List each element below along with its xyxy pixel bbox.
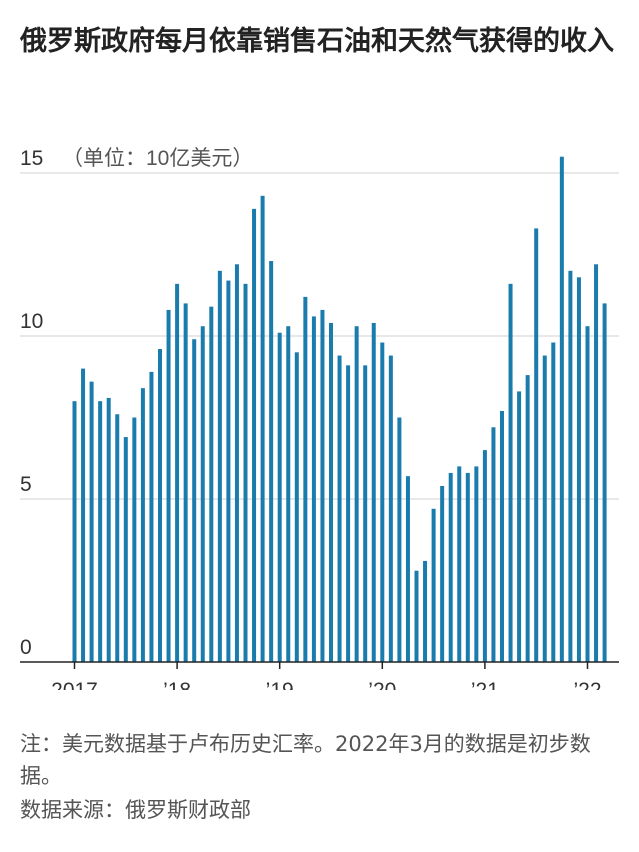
x-tick-label: ’22: [573, 679, 601, 690]
bar: [252, 208, 257, 663]
bar: [551, 342, 556, 662]
bar: [346, 365, 351, 662]
bar: [405, 476, 410, 662]
bar: [559, 156, 564, 662]
bar: [311, 316, 316, 662]
bar: [568, 270, 573, 662]
bar: [149, 371, 154, 662]
y-tick-label: 10: [20, 310, 43, 333]
bar: [585, 326, 590, 662]
bar: [542, 355, 547, 662]
bar: [517, 391, 522, 662]
bar: [397, 417, 402, 662]
y-tick-labels: 0 5 10 15: [20, 147, 43, 659]
bar: [269, 261, 274, 662]
bar: [260, 195, 265, 662]
bar: [123, 437, 128, 662]
bar: [491, 427, 496, 662]
bar: [303, 296, 308, 662]
y-tick-label: 15: [20, 147, 43, 170]
x-tick-label: 2017: [51, 679, 98, 690]
bar: [423, 560, 428, 662]
x-tick-label: ’21: [471, 679, 499, 690]
bar: [183, 303, 188, 662]
bar: [482, 450, 487, 662]
bars: [72, 156, 607, 663]
bar: [106, 397, 111, 662]
bar: [594, 264, 599, 662]
bar: [115, 414, 120, 662]
bar: [217, 270, 222, 662]
bar: [200, 326, 205, 662]
bar-chart: 0 5 10 15 （单位：10亿美元） 2017 ’18 ’19 ’20 ’21 ’22: [20, 147, 619, 690]
bar: [72, 401, 77, 662]
bar: [380, 342, 385, 662]
bar: [465, 472, 470, 662]
bar: [474, 466, 479, 662]
bar: [320, 309, 325, 662]
bar: [363, 365, 368, 662]
bar: [508, 283, 513, 662]
bar: [286, 326, 291, 662]
bar: [448, 472, 453, 662]
bar: [354, 326, 359, 662]
y-tick-label: 0: [20, 636, 32, 659]
bar: [158, 349, 162, 662]
bar: [371, 322, 376, 662]
bar: [98, 401, 103, 662]
unit-label: （单位：10亿美元）: [62, 147, 253, 170]
bar: [576, 277, 581, 662]
bar: [175, 283, 180, 662]
chart-notes: 注：美元数据基于卢布历史汇率。2022年3月的数据是初步数据。 数据来源：俄罗斯…: [20, 728, 620, 826]
bar: [89, 381, 94, 662]
source-text: 数据来源：俄罗斯财政部: [20, 798, 251, 822]
bar: [166, 309, 171, 662]
bar: [457, 466, 462, 662]
bar: [226, 280, 231, 662]
x-ticks: [73, 662, 589, 669]
bar: [602, 303, 607, 662]
x-tick-labels: 2017 ’18 ’19 ’20 ’21 ’22: [51, 679, 601, 690]
bar: [294, 352, 299, 662]
x-tick-label: ’18: [163, 679, 191, 690]
chart-title: 俄罗斯政府每月依靠销售石油和天然气获得的收入: [20, 26, 614, 57]
x-tick-label: ’20: [368, 679, 396, 690]
bar: [192, 339, 197, 662]
note-text: 注：美元数据基于卢布历史汇率。2022年3月的数据是初步数据。: [20, 732, 591, 788]
bar: [431, 508, 436, 662]
bar: [388, 355, 393, 662]
bar: [234, 264, 239, 662]
bar: [440, 485, 445, 662]
bar: [132, 417, 137, 662]
x-tick-label: ’19: [266, 679, 294, 690]
bar: [337, 355, 342, 662]
bar: [534, 228, 539, 663]
bar: [243, 283, 248, 662]
bar: [209, 306, 214, 662]
y-tick-label: 5: [20, 473, 32, 496]
bar: [500, 410, 504, 662]
bar: [525, 375, 530, 662]
bar: [414, 570, 419, 662]
bar: [329, 322, 333, 662]
bar: [140, 388, 145, 662]
bar: [81, 368, 86, 662]
bar: [277, 332, 282, 662]
